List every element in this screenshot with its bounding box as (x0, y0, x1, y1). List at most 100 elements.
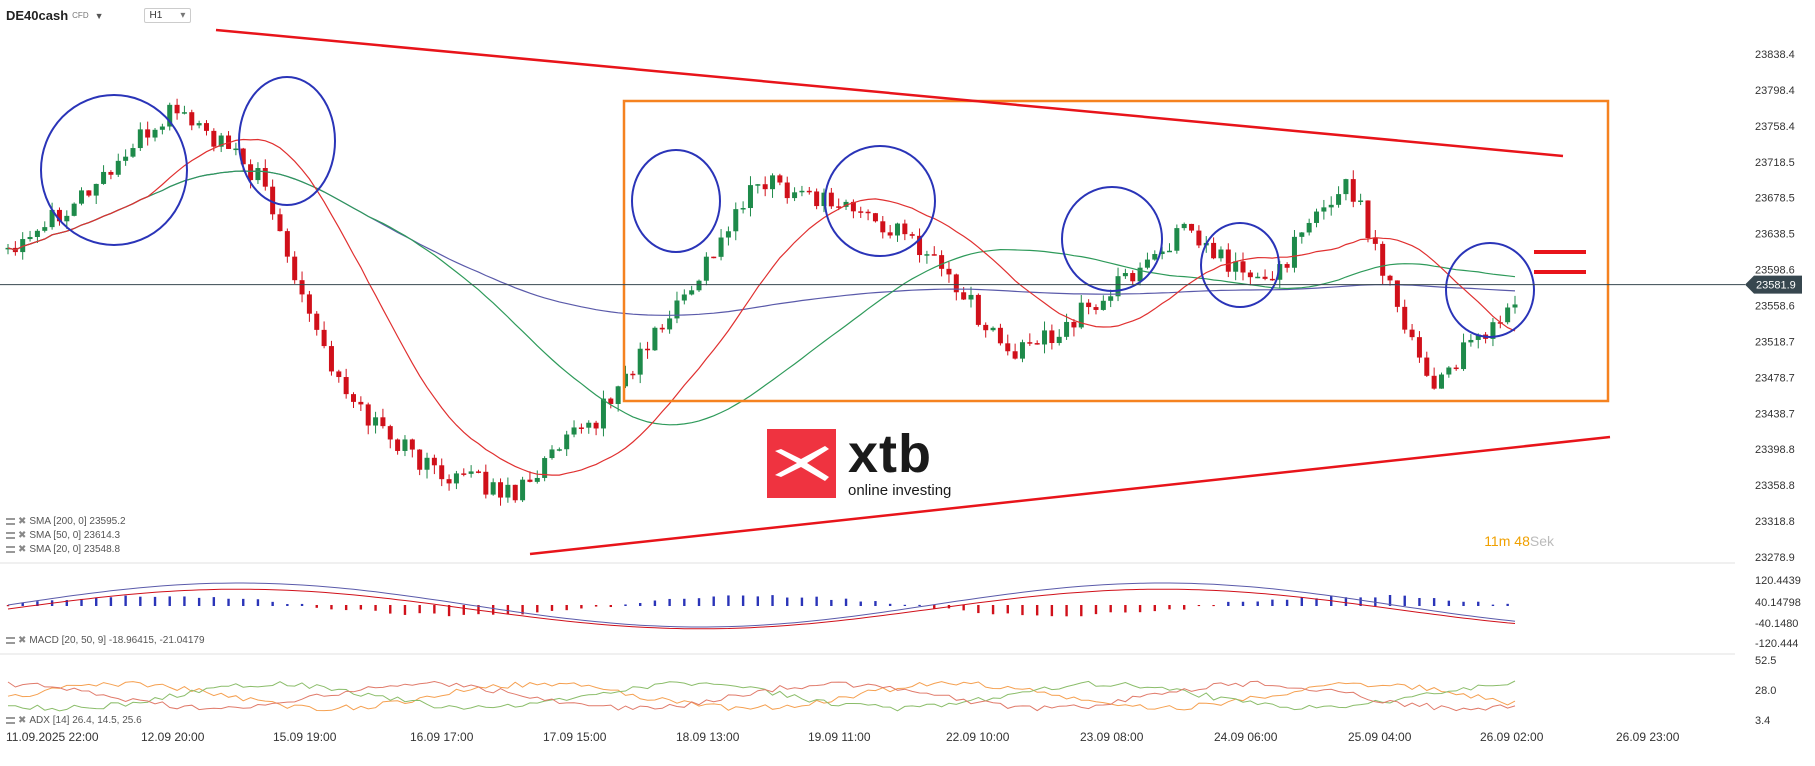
time-tick-label: 26.09 02:00 (1480, 730, 1544, 744)
candle (1225, 249, 1231, 272)
macd-bar (859, 601, 862, 606)
candle (483, 471, 489, 495)
macd-bar (1212, 605, 1215, 607)
candle (1034, 343, 1040, 345)
price-tick-label: 23638.5 (1755, 229, 1795, 241)
settings-icon[interactable] (6, 546, 15, 553)
macd-bar (168, 596, 171, 606)
candle (1490, 322, 1496, 339)
candle (542, 458, 548, 478)
candle (939, 255, 945, 269)
candle (1181, 223, 1187, 229)
macd-tick-label: 120.4439 (1755, 575, 1801, 587)
symbol-name[interactable]: DE40cash (6, 8, 69, 23)
macd-bar (1359, 597, 1362, 606)
candle (1409, 329, 1415, 338)
candle (1343, 179, 1349, 195)
close-icon[interactable]: ✖ (18, 635, 27, 646)
candle (850, 201, 856, 212)
timer-minutes-unit: m (1498, 533, 1511, 549)
candle (997, 327, 1003, 344)
candle (1027, 342, 1033, 344)
candle (380, 417, 386, 427)
candle (468, 471, 474, 474)
candle (814, 191, 820, 207)
macd-bar (639, 602, 642, 606)
candle (637, 348, 643, 375)
macd-bar (521, 605, 524, 615)
candle (1321, 207, 1327, 212)
candle (556, 449, 562, 451)
macd-bar (888, 603, 892, 606)
macd-bar (1109, 605, 1112, 613)
candle (887, 232, 893, 236)
candle (1416, 337, 1422, 358)
candle (1108, 296, 1114, 301)
xtb-x-icon (775, 446, 829, 481)
candle (321, 329, 327, 347)
sma20-line (7, 138, 1516, 476)
candle (1372, 238, 1378, 244)
candle (1314, 211, 1320, 223)
legend-sma50[interactable]: ✖ SMA [50, 0] 23614.3 (6, 530, 120, 541)
candle (615, 386, 621, 404)
candle (696, 280, 702, 291)
candle (902, 223, 908, 235)
candle (1174, 228, 1180, 251)
xtb-logo-mark (767, 429, 836, 498)
candle (1137, 267, 1143, 282)
legend-macd[interactable]: ✖ MACD [20, 50, 9] -18.96415, -21.04179 (6, 635, 205, 646)
settings-icon[interactable] (6, 532, 15, 539)
macd-bar (1094, 605, 1098, 615)
timer-seconds-unit: Sek (1529, 533, 1554, 549)
time-tick-label: 18.09 13:00 (676, 730, 740, 744)
candle (858, 211, 864, 213)
candle (218, 135, 224, 147)
candle (1380, 243, 1386, 276)
candle (747, 185, 753, 209)
macd-bar (1315, 598, 1318, 606)
candle (1130, 273, 1136, 282)
candle (248, 164, 254, 181)
macd-bar (1506, 603, 1509, 606)
candle (1446, 367, 1452, 375)
time-tick-label: 11.09.2025 22:00 (6, 730, 99, 744)
close-icon[interactable]: ✖ (18, 715, 27, 726)
candle (1189, 223, 1195, 231)
macd-bar (36, 601, 39, 606)
legend-adx[interactable]: ✖ ADX [14] 26.4, 14.5, 25.6 (6, 715, 142, 726)
macd-histogram (6, 594, 1509, 617)
legend-sma20[interactable]: ✖ SMA [20, 0] 23548.8 (6, 544, 120, 555)
candle (1424, 357, 1430, 376)
candle (1284, 264, 1290, 268)
candle (1336, 194, 1342, 205)
macd-bar (21, 602, 24, 606)
candle (946, 268, 952, 275)
symbol-dropdown-icon[interactable]: ▼ (94, 10, 104, 21)
time-tick-label: 17.09 15:00 (543, 730, 607, 744)
close-icon[interactable]: ✖ (18, 530, 27, 541)
close-icon[interactable]: ✖ (18, 516, 27, 527)
price-tick-label: 23278.9 (1755, 552, 1795, 564)
macd-bar (727, 595, 730, 606)
timeframe-select[interactable]: H1 ▾ (143, 8, 192, 23)
macd-bar (359, 605, 363, 610)
close-icon[interactable]: ✖ (18, 544, 27, 555)
candle (255, 168, 261, 181)
macd-bar (1491, 604, 1495, 606)
settings-icon[interactable] (6, 637, 15, 644)
adx-line (7, 680, 1516, 712)
settings-icon[interactable] (6, 518, 15, 525)
legend-sma200[interactable]: ✖ SMA [200, 0] 23595.2 (6, 516, 126, 527)
candle (1005, 343, 1011, 352)
macd-bar (624, 604, 627, 606)
candle (5, 247, 11, 250)
time-tick-label: 12.09 20:00 (141, 730, 205, 744)
candle (880, 221, 886, 233)
candle (527, 479, 533, 482)
settings-icon[interactable] (6, 717, 15, 724)
candle (181, 112, 187, 114)
candle (1218, 249, 1224, 259)
macd-bar (1462, 601, 1465, 606)
